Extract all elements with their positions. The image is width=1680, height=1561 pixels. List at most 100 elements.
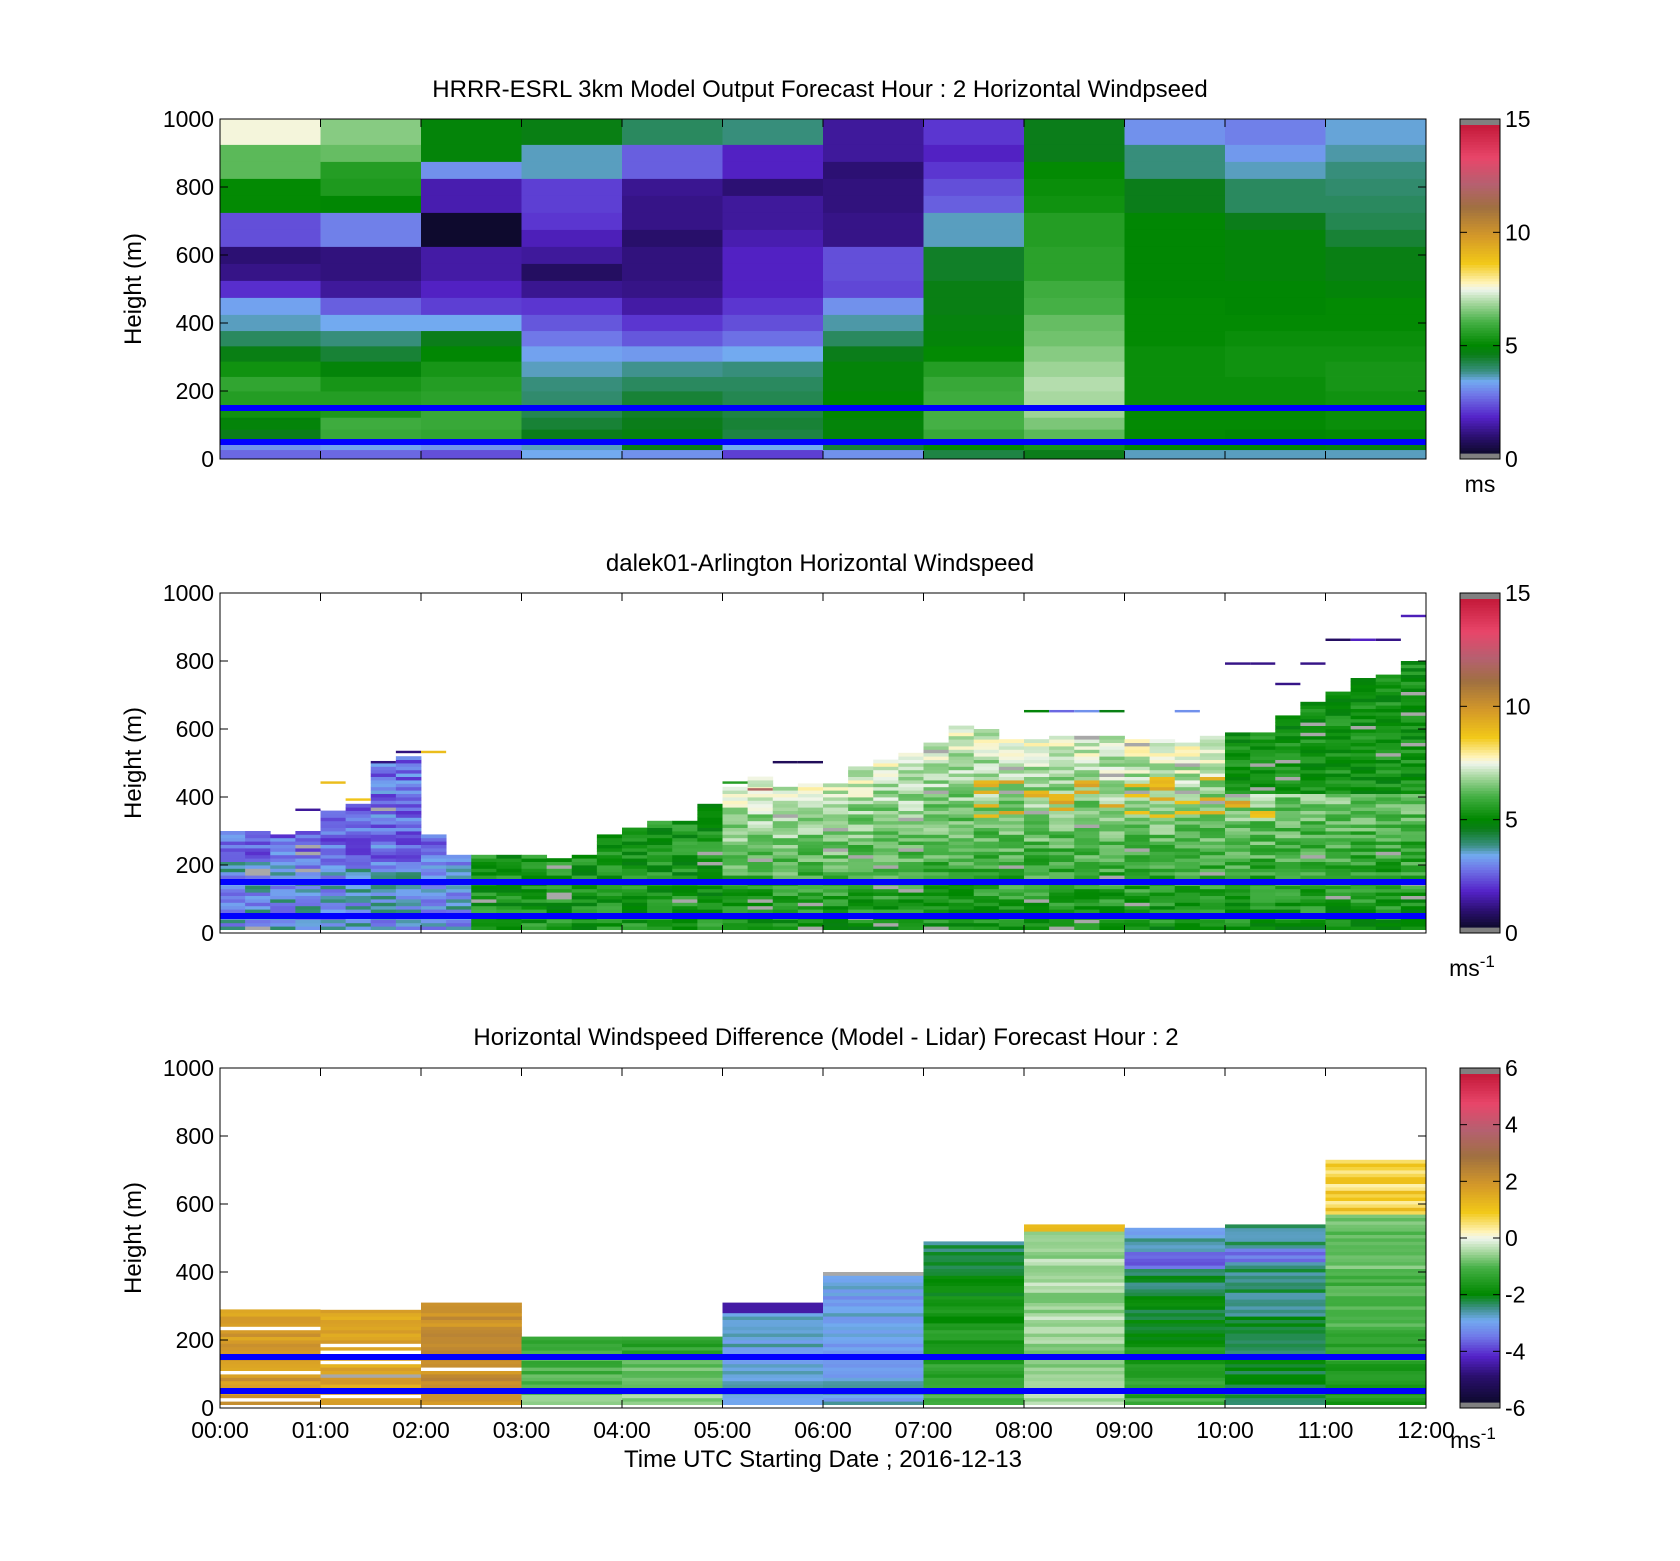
data-cell [1024, 776, 1050, 781]
data-cell [521, 440, 623, 451]
data-cell [1149, 807, 1176, 811]
data-cell [1074, 756, 1100, 760]
data-cell [722, 810, 749, 815]
data-cell [421, 1363, 522, 1368]
data-cell [1300, 837, 1326, 842]
reference-lines [220, 1354, 1426, 1394]
data-cell [1174, 902, 1201, 907]
y-tick-label: 1000 [163, 106, 214, 132]
data-cell [672, 902, 698, 907]
data-cell [220, 1401, 321, 1405]
data-cell [1024, 848, 1050, 852]
y-tick-label: 1000 [163, 580, 214, 606]
data-cell [747, 871, 774, 876]
data-cell [1124, 1285, 1226, 1290]
data-cell [923, 1336, 1025, 1341]
data-cell [948, 824, 975, 828]
data-cell [1099, 888, 1125, 893]
data-cell [1124, 1319, 1226, 1324]
data-cell [1250, 837, 1276, 842]
data-cell [1124, 1251, 1226, 1256]
data-cell [345, 827, 372, 832]
colorbar-swatch [1460, 1177, 1500, 1182]
data-cell [370, 827, 397, 832]
colorbar-swatch [1460, 215, 1500, 219]
data-cell [370, 848, 397, 852]
data-cell [722, 820, 749, 825]
data-cell [245, 865, 271, 869]
heatmap-cells [220, 614, 1427, 930]
data-cell [1325, 722, 1352, 726]
data-cell [320, 885, 347, 890]
data-cell [370, 922, 397, 927]
data-cell [1174, 769, 1201, 774]
data-cell [873, 817, 899, 822]
data-cell [1275, 827, 1301, 832]
colorbar-swatch [1460, 768, 1500, 772]
data-cell [722, 834, 749, 839]
colorbar-swatch [1460, 330, 1500, 334]
colorbar-swatch [1460, 719, 1500, 723]
data-cell [370, 909, 397, 913]
data-cell [1375, 902, 1402, 907]
colorbar-swatch [1460, 648, 1500, 652]
data-cell [1225, 229, 1326, 247]
data-cell [1325, 834, 1352, 839]
data-cell [1174, 885, 1201, 890]
data-cell [948, 858, 975, 862]
data-cell [1300, 746, 1326, 750]
colorbar-swatch [1460, 776, 1500, 780]
data-cell [1024, 888, 1050, 893]
colorbar-swatch [1460, 267, 1500, 271]
data-cell [395, 814, 422, 818]
data-cell [1124, 1370, 1226, 1375]
data-cell [823, 922, 849, 927]
data-cell [772, 922, 799, 927]
data-cell [722, 1401, 824, 1405]
data-cell [596, 858, 623, 862]
data-cell [1199, 763, 1226, 767]
data-cell [395, 841, 422, 845]
data-cell [823, 851, 849, 856]
data-cell [345, 854, 372, 859]
data-cell [1350, 766, 1377, 771]
data-cell [1074, 861, 1100, 866]
colorbar-swatch [1460, 899, 1500, 903]
colorbar-swatch [1460, 749, 1500, 753]
data-cell [1124, 1363, 1226, 1368]
data-cell [1300, 820, 1326, 825]
data-cell [1375, 715, 1402, 720]
colorbar-swatch [1460, 626, 1500, 630]
data-cell [722, 817, 749, 822]
data-cell [998, 892, 1025, 896]
data-cell [1049, 902, 1075, 907]
data-cell [1024, 1244, 1125, 1249]
colorbar-swatch [1460, 697, 1500, 701]
data-cell [622, 1340, 723, 1344]
data-cell [772, 810, 799, 815]
data-cell [747, 790, 774, 794]
colorbar-swatch [1460, 1306, 1500, 1310]
data-cell [873, 820, 899, 825]
data-cell [923, 314, 1025, 332]
data-cell [1049, 780, 1075, 784]
data-cell [722, 1309, 824, 1314]
data-cell [1199, 807, 1226, 811]
data-cell [647, 926, 673, 930]
data-cell [797, 888, 824, 893]
data-cell [370, 875, 397, 879]
data-cell [1074, 820, 1100, 825]
data-cell [797, 793, 824, 798]
colorbar-cap [1460, 1402, 1500, 1408]
data-cell [1325, 705, 1352, 709]
data-cell [923, 899, 950, 903]
data-cell [923, 178, 1025, 196]
data-cell [923, 1309, 1025, 1314]
data-cell [1400, 766, 1427, 771]
data-cell [1300, 803, 1326, 808]
data-cell [1325, 773, 1352, 777]
data-cell [1099, 861, 1125, 866]
data-cell [1074, 807, 1100, 811]
data-cell [421, 314, 522, 332]
colorbar-swatch [1460, 664, 1500, 668]
